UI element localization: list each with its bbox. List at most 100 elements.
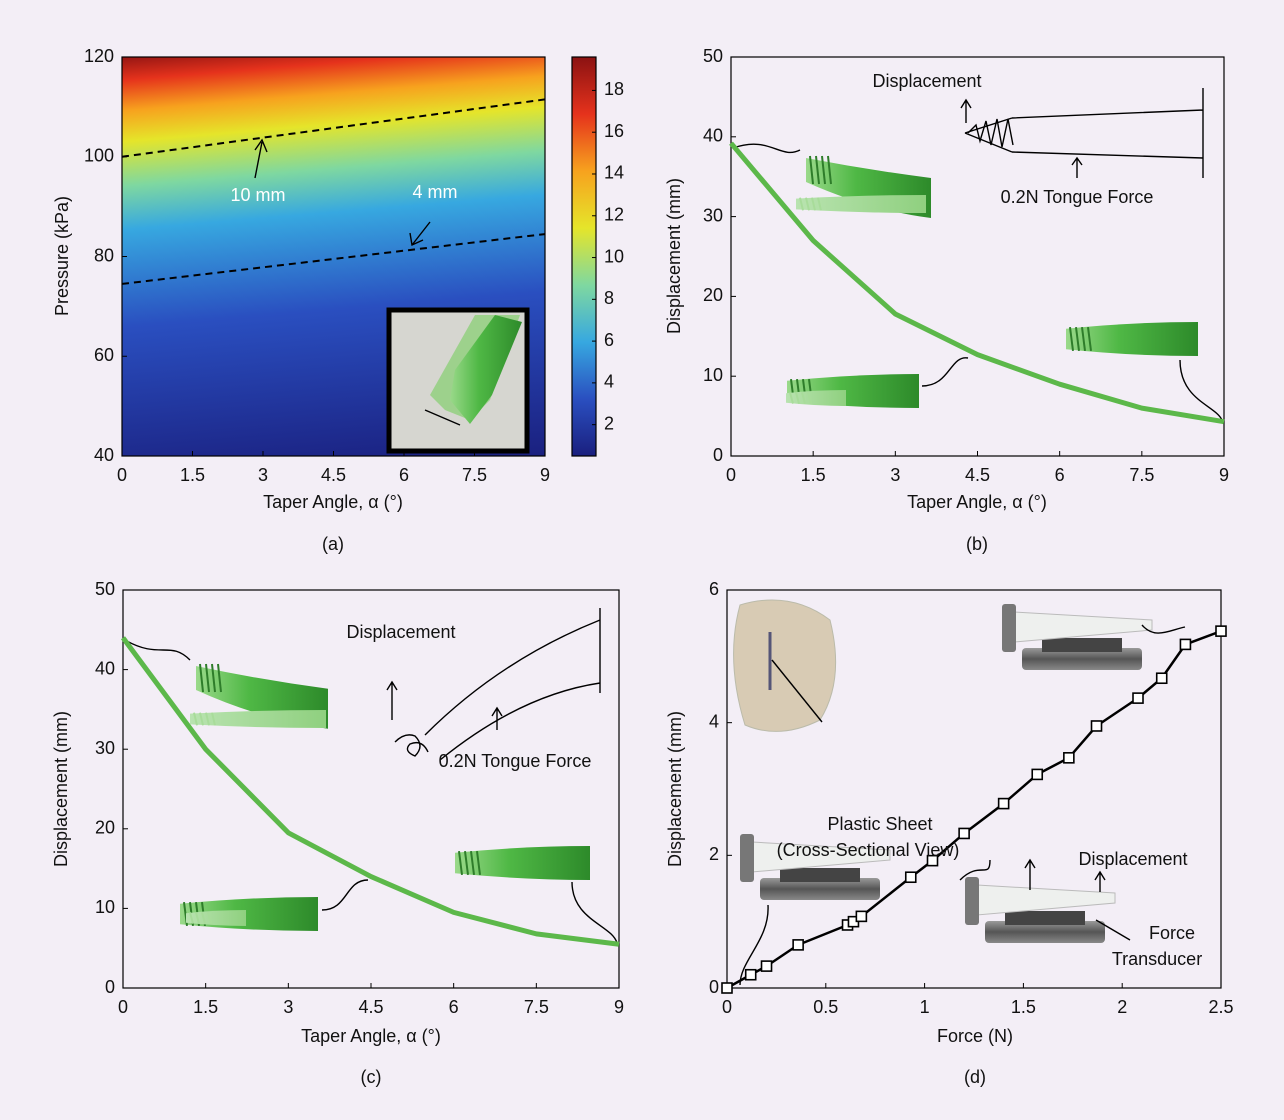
annotation-arrow	[409, 221, 431, 247]
x-tick-label: 0.5	[813, 997, 838, 1017]
actuator-ridge	[199, 663, 204, 693]
x-tick-label: 1	[920, 997, 930, 1017]
actuator-ridge	[1081, 326, 1086, 352]
y-axis-label: Displacement (mm)	[664, 178, 684, 334]
colorbar	[571, 56, 597, 457]
contour-line	[122, 233, 545, 285]
actuator-ridge	[470, 850, 475, 876]
data-point	[744, 968, 757, 981]
actuator-ridge	[1075, 326, 1080, 352]
leader-line	[1179, 359, 1223, 421]
y-tick-label: 4	[709, 711, 719, 731]
actuator-ridge	[805, 197, 810, 211]
y-tick-label: 20	[703, 285, 723, 305]
x-tick-label: 1.5	[1011, 997, 1036, 1017]
x-axis-label: Force (N)	[937, 1026, 1013, 1046]
actuator-ridge	[199, 712, 204, 726]
x-tick-label: 4.5	[358, 997, 383, 1017]
actuator-ridge	[821, 155, 826, 185]
colorbar-tick-label: 14	[604, 163, 624, 183]
actuator-ridge	[211, 712, 216, 726]
photo-base	[760, 878, 880, 900]
leader-line	[571, 881, 618, 944]
colorbar-tick-label: 10	[604, 246, 624, 266]
x-tick-label: 6	[449, 997, 459, 1017]
leader-line	[739, 904, 769, 986]
annotation: (Cross-Sectional View)	[777, 840, 960, 860]
actuator-ridge	[807, 392, 812, 404]
data-line	[120, 636, 620, 947]
x-tick-label: 0	[722, 997, 732, 1017]
caption: (d)	[964, 1067, 986, 1087]
y-tick-label: 40	[95, 658, 115, 678]
x-tick-label: 1.5	[180, 465, 205, 485]
y-tick-label: 50	[703, 46, 723, 66]
photo-clamp	[740, 834, 754, 882]
y-axis-label: Pressure (kPa)	[52, 196, 72, 316]
beam-diagram	[386, 608, 601, 761]
actuator-ridge	[827, 155, 832, 185]
data-point	[721, 982, 733, 994]
colorbar-tick-label: 4	[604, 372, 614, 392]
y-tick-label: 2	[709, 844, 719, 864]
actuator-ridge	[195, 912, 200, 924]
contour-label: 10 mm	[230, 185, 285, 205]
x-tick-label: 9	[1219, 465, 1229, 485]
beam-diagram	[964, 88, 1204, 178]
x-tick-label: 2	[1117, 997, 1127, 1017]
y-tick-label: 30	[95, 738, 115, 758]
actuator-ridge	[476, 850, 481, 876]
x-tick-label: 6	[1055, 465, 1065, 485]
photo-actuator	[976, 884, 1116, 916]
actuator-ridge	[189, 912, 194, 924]
x-axis-label: Taper Angle, α (°)	[301, 1026, 441, 1046]
annotation-arrow	[254, 138, 268, 179]
actuator-ridge	[464, 850, 469, 876]
photo-clamp	[1002, 604, 1016, 652]
annotation: Displacement	[872, 71, 981, 91]
data-point	[958, 827, 970, 840]
axis-box	[122, 589, 620, 989]
y-tick-label: 40	[94, 445, 114, 465]
x-tick-label: 4.5	[321, 465, 346, 485]
annotation: Displacement	[346, 622, 455, 642]
data-point	[1179, 638, 1192, 651]
photo-transducer	[1042, 638, 1122, 652]
colorbar-tick-label: 2	[604, 413, 614, 433]
x-tick-label: 7.5	[524, 997, 549, 1017]
actuator-illustration	[186, 910, 246, 926]
colorbar-tick-label: 6	[604, 330, 614, 350]
y-tick-label: 40	[703, 126, 723, 146]
arrow	[1024, 858, 1106, 892]
photo-transducer	[1005, 911, 1085, 925]
x-tick-label: 0	[118, 997, 128, 1017]
data-point	[1031, 768, 1044, 781]
x-tick-label: 9	[540, 465, 550, 485]
colorbar-tick-label: 18	[604, 79, 624, 99]
y-tick-label: 10	[95, 897, 115, 917]
leader-line	[1095, 919, 1131, 941]
annotation: 0.2N Tongue Force	[439, 751, 592, 771]
data-point	[1132, 692, 1144, 704]
inset-arrow	[424, 409, 461, 426]
x-tick-label: 0	[726, 465, 736, 485]
data-point	[1215, 625, 1227, 637]
actuator-illustration	[1066, 322, 1198, 356]
y-tick-label: 30	[703, 205, 723, 225]
actuator-ridge	[201, 912, 206, 924]
y-tick-label: 100	[84, 146, 114, 166]
actuator-ridge	[817, 197, 822, 211]
photo-clamp	[965, 877, 979, 925]
leader-line	[921, 357, 969, 387]
y-tick-label: 60	[94, 345, 114, 365]
actuator-ridge	[217, 663, 222, 693]
y-tick-label: 50	[95, 579, 115, 599]
data-point	[855, 910, 868, 923]
leader-line	[732, 143, 801, 154]
leader-line	[959, 859, 991, 881]
actuator-ridge	[211, 663, 216, 693]
leader-line	[771, 659, 823, 723]
actuator-ridge	[205, 663, 210, 693]
x-tick-label: 3	[890, 465, 900, 485]
